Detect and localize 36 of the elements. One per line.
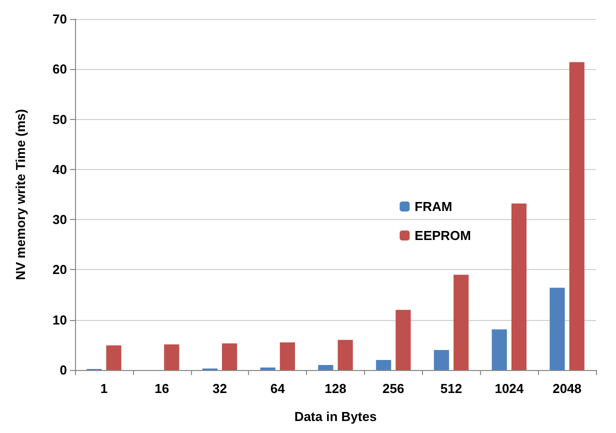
- bar: [318, 364, 334, 370]
- x-tick-label: 16: [154, 381, 170, 396]
- bar: [396, 310, 411, 370]
- legend-label: EEPROM: [414, 228, 471, 243]
- y-tick-label: 20: [52, 262, 67, 278]
- y-axis-title: NV memory write Time (ms): [13, 109, 28, 280]
- legend-label: FRAM: [414, 199, 452, 214]
- bar: [106, 345, 122, 370]
- x-tick-label: 512: [440, 381, 462, 396]
- bar: [376, 360, 392, 370]
- y-tick-label: 40: [52, 162, 67, 177]
- bar: [434, 350, 450, 370]
- y-tick-label: 70: [52, 12, 67, 26]
- x-axis-title: Data in Bytes: [294, 409, 377, 424]
- bar: [260, 367, 276, 370]
- bar: [164, 344, 180, 370]
- x-tick-label: 2048: [552, 381, 582, 396]
- y-tick-label: 60: [52, 62, 67, 77]
- bar: [338, 340, 353, 370]
- bar: [492, 329, 507, 370]
- x-tick-label: 1: [100, 381, 108, 396]
- x-tick-label: 32: [212, 381, 227, 396]
- x-tick-label: 256: [382, 381, 404, 396]
- y-tick-label: 50: [52, 112, 67, 127]
- bar: [511, 204, 527, 370]
- y-tick-label: 0: [60, 362, 67, 378]
- bar: [280, 342, 295, 370]
- bar: [569, 62, 584, 370]
- bar: [222, 343, 238, 370]
- bar: [454, 274, 469, 370]
- y-tick-label: 30: [52, 212, 67, 228]
- x-tick-label: 128: [324, 381, 346, 396]
- bar: [550, 288, 565, 370]
- x-tick-label: 1024: [494, 381, 524, 396]
- y-tick-label: 10: [52, 312, 67, 328]
- x-tick-label: 64: [270, 381, 286, 396]
